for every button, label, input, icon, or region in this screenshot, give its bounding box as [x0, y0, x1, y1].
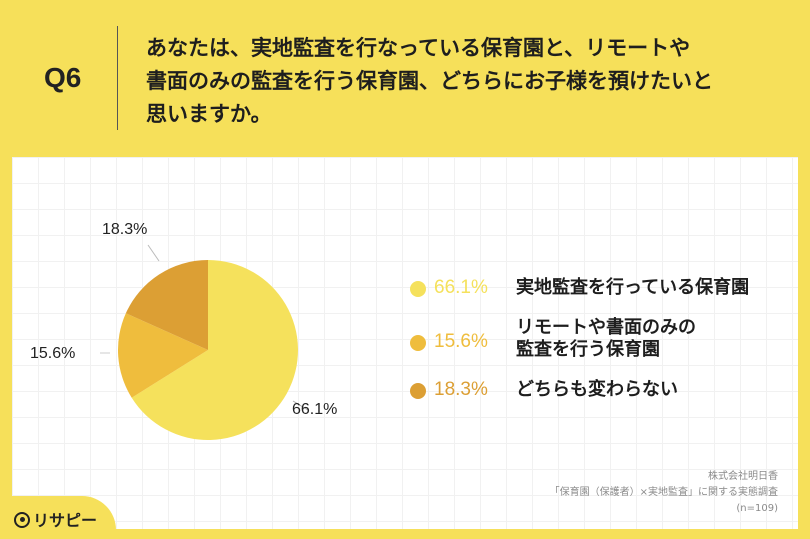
question-line: 思いますか。: [146, 102, 272, 126]
header-divider: [117, 26, 118, 130]
source-sample: (n=109): [736, 503, 778, 514]
pie-slice: [131, 260, 298, 440]
legend-label-line: 監査を行う保育園: [516, 339, 660, 360]
logo: リサピー: [14, 507, 97, 531]
legend-pct: 18.3%: [434, 379, 488, 400]
question-text: あなたは、実地監査を行なっている保育園と、リモートや 書面のみの監査を行う保育園…: [146, 32, 786, 131]
question-line: 書面のみの監査を行う保育園、どちらにお子様を預けたいと: [146, 69, 713, 93]
question-number: Q6: [44, 62, 82, 93]
pie-slice: [125, 260, 208, 350]
slice-label-66: 66.1%: [292, 401, 338, 418]
legend-label-line: リモートや書面のみの: [516, 317, 696, 338]
chart-panel: 66.1% 15.6% 18.3% 66.1% 実地監査を行っている保育園 15…: [12, 157, 798, 529]
leader-line: [147, 244, 160, 262]
question-line: あなたは、実地監査を行なっている保育園と、リモートや: [146, 36, 691, 60]
legend-label: 実地監査を行っている保育園: [516, 277, 750, 298]
pin-icon: [14, 512, 30, 528]
legend-dot-icon: [410, 281, 426, 297]
source-survey: 「保育園（保護者）×実地監査」に関する実態調査: [549, 487, 778, 498]
pie-chart: [100, 244, 309, 440]
pie-slice: [118, 313, 208, 398]
header: Q6 あなたは、実地監査を行なっている保育園と、リモートや 書面のみの監査を行う…: [0, 0, 810, 157]
logo-text: リサピー: [33, 511, 98, 530]
legend-label: どちらも変わらない: [516, 379, 678, 400]
leader-line: [292, 400, 309, 411]
legend-dot-icon: [410, 335, 426, 351]
source-company: 株式会社明日香: [708, 471, 778, 482]
legend-label: リモートや書面のみの 監査を行う保育園: [516, 317, 696, 361]
source-note: 株式会社明日香 「保育園（保護者）×実地監査」に関する実態調査 (n=109): [550, 469, 778, 517]
legend-dot-icon: [410, 383, 426, 399]
slice-label-18: 18.3%: [102, 221, 148, 238]
legend-pct: 66.1%: [434, 277, 488, 298]
slice-label-15: 15.6%: [30, 345, 76, 362]
legend-pct: 15.6%: [434, 331, 488, 352]
